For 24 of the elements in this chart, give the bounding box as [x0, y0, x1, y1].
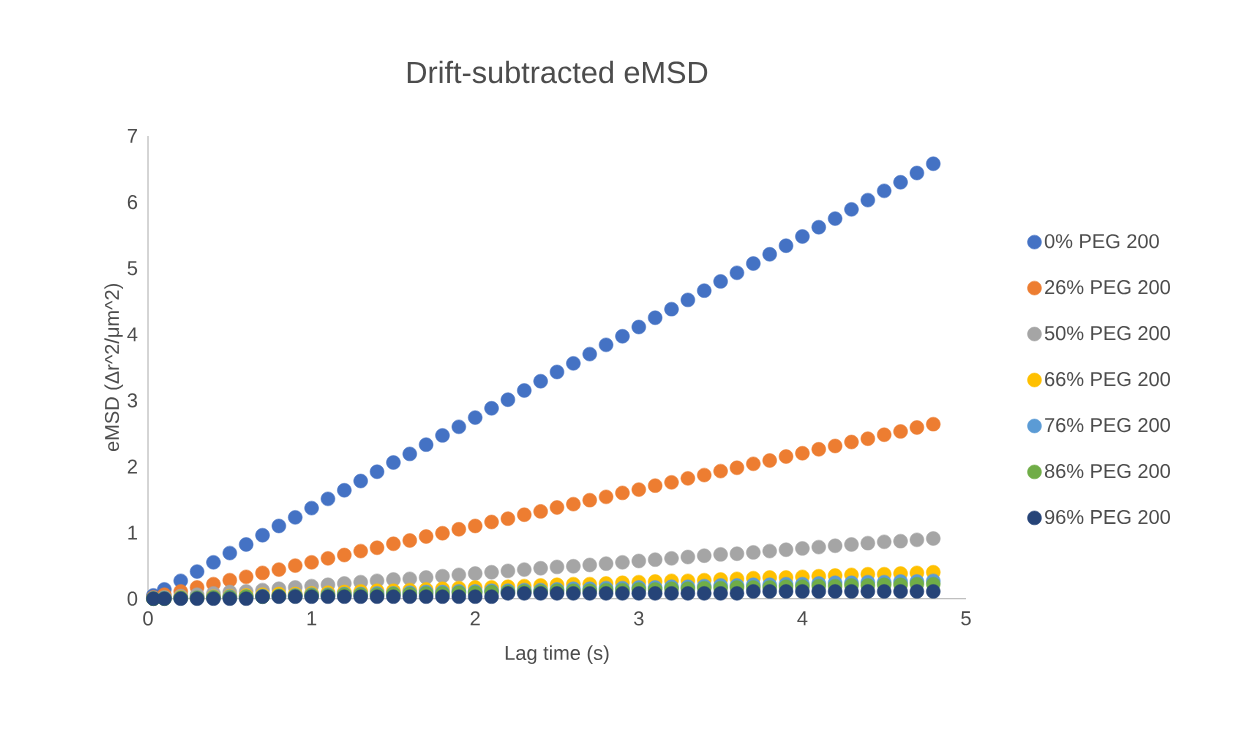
legend-label: 26% PEG 200: [1045, 279, 1170, 295]
legend-label: 76% PEG 200: [1045, 417, 1170, 432]
legend-label: 96% PEG 200: [1045, 509, 1170, 524]
x-tick-label: 0: [143, 611, 153, 626]
x-tick-label: 1: [307, 611, 317, 625]
y-tick-label: 6: [127, 194, 138, 210]
x-tick-label: 5: [961, 611, 971, 626]
legend-label: 0% PEG 200: [1044, 233, 1159, 249]
x-tick-label: 2: [470, 611, 480, 626]
y-tick-label: 0: [127, 591, 138, 606]
legend-label: 50% PEG 200: [1044, 325, 1170, 341]
legend-label: 66% PEG 200: [1045, 371, 1170, 387]
y-tick-label: 7: [127, 128, 137, 143]
y-tick-label: 1: [128, 525, 137, 540]
y-tick-label: 2: [127, 459, 137, 474]
legend-label: 86% PEG 200: [1044, 463, 1170, 478]
chart-title: Drift-subtracted eMSD: [407, 60, 708, 84]
x-axis-title: Lag time (s): [505, 645, 609, 664]
y-tick-label: 5: [127, 261, 138, 275]
y-tick-label: 3: [127, 393, 138, 408]
x-tick-label: 3: [634, 611, 644, 626]
x-tick-label: 4: [797, 611, 808, 625]
y-axis-title: eMSD (Δr^2/μm^2): [104, 283, 124, 451]
y-tick-label: 4: [127, 327, 138, 341]
